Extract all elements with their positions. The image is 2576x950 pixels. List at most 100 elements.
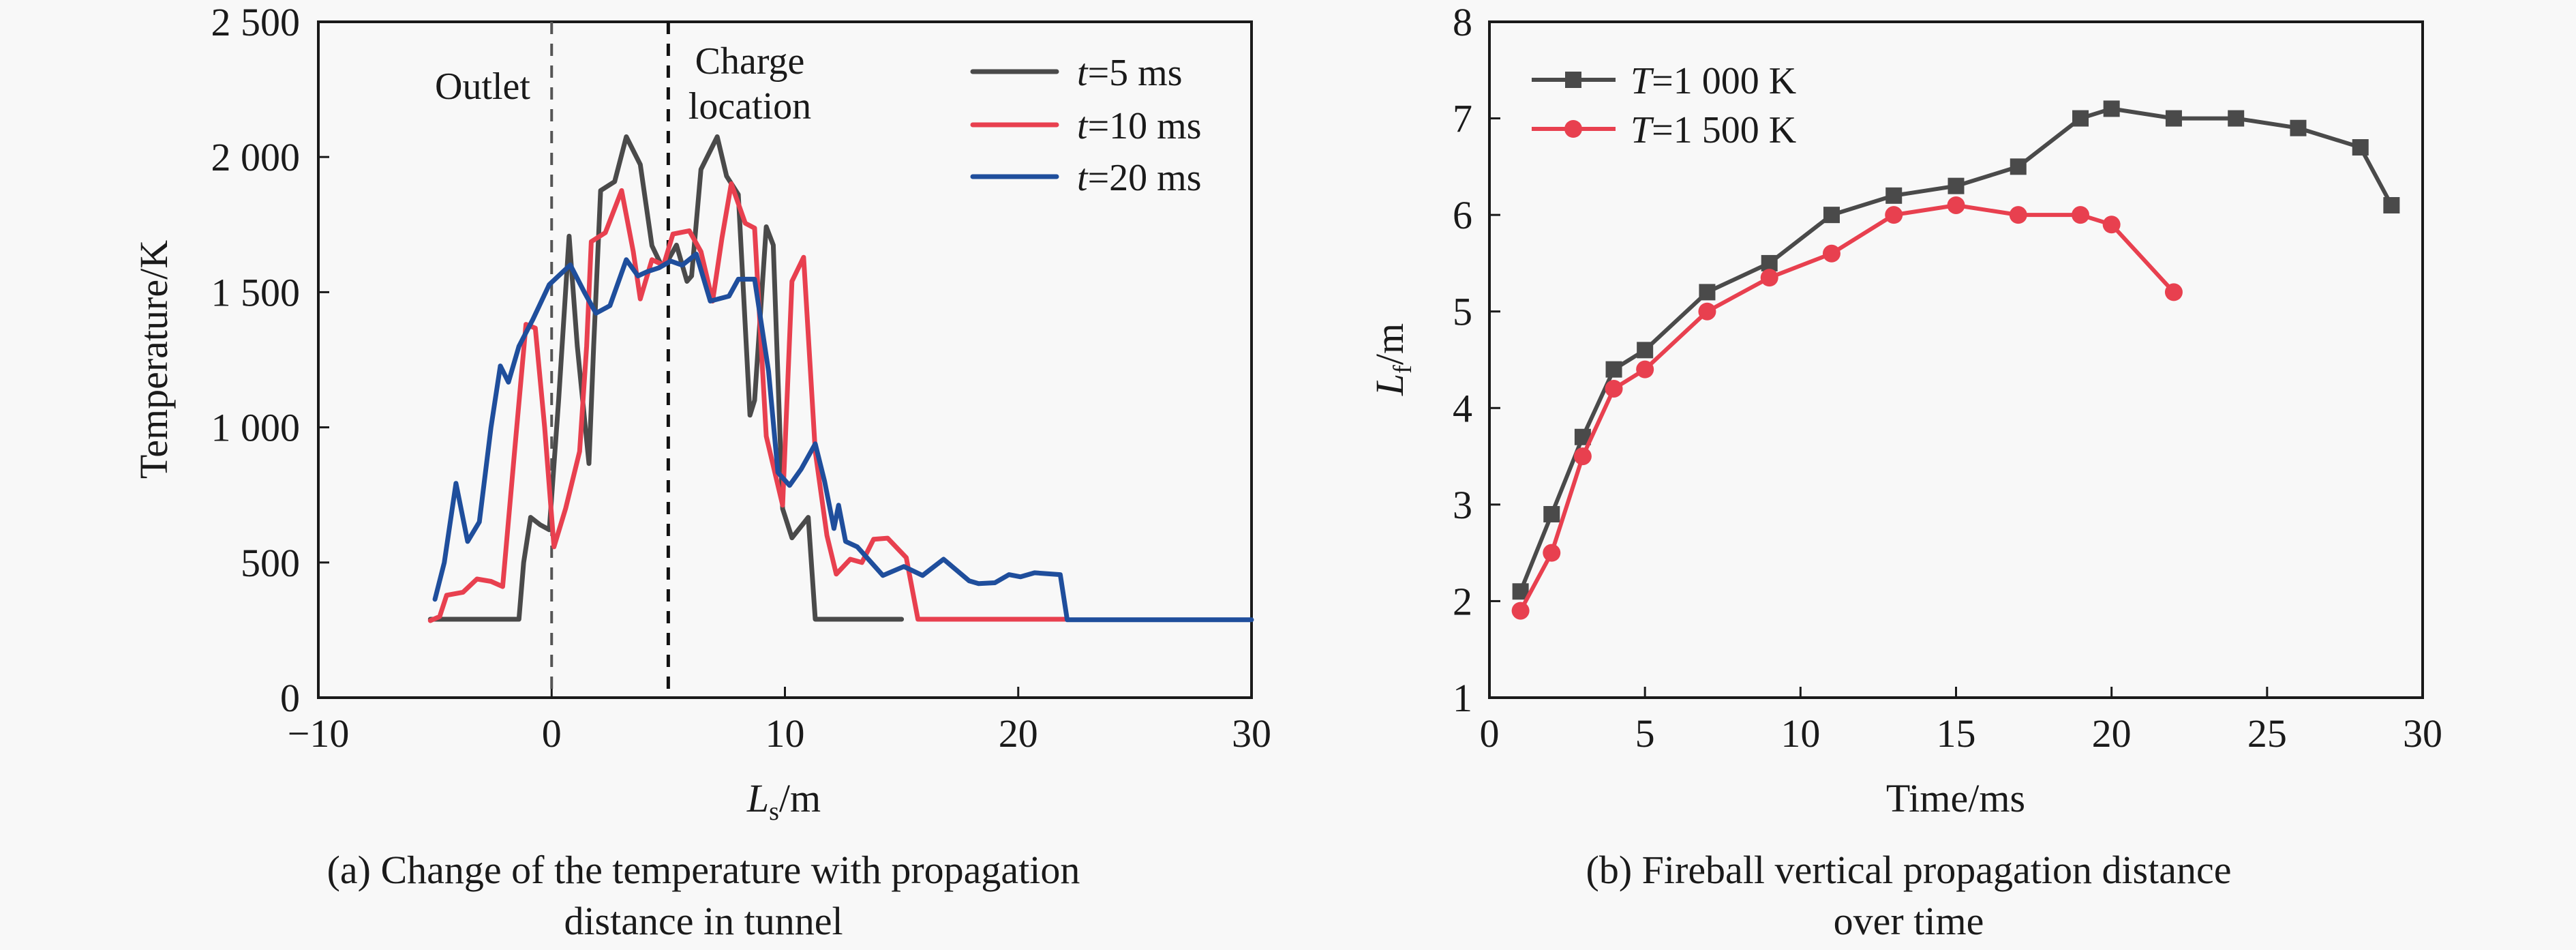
panel-b-series <box>1511 100 2400 620</box>
y-tick-label: 2 500 <box>211 0 301 44</box>
x-tick-label: 0 <box>542 711 562 756</box>
data-point-circle <box>2009 206 2027 224</box>
series-line-circle <box>1518 203 2176 612</box>
y-tick-label: 2 <box>1453 579 1472 623</box>
y-tick-label: 4 <box>1453 386 1472 430</box>
panel-a-series <box>427 134 1254 623</box>
data-point-square <box>1948 177 1965 194</box>
data-point-circle <box>1698 302 1716 321</box>
panel-a-annotation-charge-line2: location <box>688 85 811 128</box>
panel-a-annotation-outlet: Outlet <box>435 65 530 108</box>
data-point-square <box>1605 361 1622 378</box>
data-point-circle <box>1573 447 1592 466</box>
legend-label: T=1 500 K <box>1631 109 1796 151</box>
panel-b-caption-line1: (b) Fireball vertical propagation distan… <box>1586 848 2232 892</box>
data-point-circle <box>2072 206 2090 224</box>
x-tick-label: −10 <box>288 711 350 756</box>
panel-a-caption-line1: (a) Change of the temperature with propa… <box>327 848 1080 892</box>
panel-a-x-label-unit: /m <box>779 776 821 820</box>
panel-b-y-ticks: 1 2 3 4 5 6 7 8 <box>1453 0 1500 720</box>
y-tick-label: 6 <box>1453 193 1472 237</box>
data-point-square <box>1823 207 1840 224</box>
y-tick-label: 1 000 <box>211 406 301 450</box>
x-tick-label: 25 <box>2247 711 2287 756</box>
y-tick-label: 8 <box>1453 0 1472 44</box>
data-point-square <box>1543 506 1560 523</box>
x-tick-label: 20 <box>2092 711 2132 756</box>
panel-b-y-label-main: L <box>1367 374 1412 396</box>
series-line-square <box>1518 106 2394 593</box>
panel-b-y-label-sub: f <box>1389 365 1417 374</box>
series-line-t20ms <box>432 252 1254 623</box>
legend-label: t=10 ms <box>1077 105 1202 147</box>
data-point-square <box>2352 139 2369 156</box>
legend-label: t=5 ms <box>1077 52 1183 94</box>
panel-b-y-axis-label: Lf/m <box>1367 323 1417 396</box>
data-point-circle <box>1760 269 1778 287</box>
panel-a-y-axis-label: Temperature/K <box>132 240 176 479</box>
y-tick-label: 1 <box>1453 676 1472 720</box>
data-point-square <box>2010 158 2027 175</box>
data-point-square <box>2165 110 2182 127</box>
x-tick-label: 15 <box>1937 711 1976 756</box>
data-point-circle <box>1822 244 1840 263</box>
y-tick-label: 7 <box>1453 97 1472 141</box>
data-point-circle <box>2102 216 2121 234</box>
x-tick-label: 20 <box>999 711 1038 756</box>
panel-a-legend: t=5 ms t=10 ms t=20 ms <box>970 52 1202 199</box>
y-tick-label: 5 <box>1453 290 1472 334</box>
series-line-t10ms <box>427 181 1067 623</box>
data-point-circle <box>2164 283 2183 301</box>
legend-item: T=1 500 K <box>1532 109 1796 151</box>
panel-a-x-label-sub: s <box>769 797 779 826</box>
legend-marker-square <box>1565 72 1581 88</box>
data-point-circle <box>1511 602 1530 620</box>
y-tick-label: 3 <box>1453 483 1472 527</box>
data-point-circle <box>1947 196 1965 214</box>
panel-b-legend: T=1 000 K T=1 500 K <box>1532 60 1796 151</box>
x-tick-label: 30 <box>1232 711 1271 756</box>
data-point-circle <box>1543 544 1561 562</box>
y-tick-label: 2 000 <box>211 135 301 179</box>
data-point-square <box>1761 254 1778 271</box>
legend-label: t=20 ms <box>1077 157 1202 199</box>
data-point-square <box>2228 110 2245 127</box>
legend-marker-circle <box>1564 120 1582 138</box>
data-point-square <box>2072 110 2089 127</box>
data-point-circle <box>1885 206 1903 224</box>
panel-a-reference-lines <box>550 22 670 698</box>
data-point-square <box>2290 119 2307 136</box>
y-tick-label: 0 <box>280 676 300 720</box>
data-point-circle <box>1636 360 1654 378</box>
y-tick-label: 1 500 <box>211 270 301 314</box>
data-point-square <box>2103 100 2120 117</box>
y-tick-label: 500 <box>241 541 300 585</box>
panel-b-fireball-chart: 0 5 10 15 20 25 30 1 2 3 4 5 6 7 8 T=1 000 K T=1 500 K… <box>1367 0 2442 943</box>
panel-a-annotation-charge-line1: Charge <box>695 40 805 83</box>
panel-a-caption-line2: distance in tunnel <box>564 899 843 943</box>
x-tick-label: 5 <box>1635 711 1655 756</box>
panel-a-x-ticks: −10 0 10 20 30 <box>288 687 1271 756</box>
legend-item: t=20 ms <box>970 157 1202 199</box>
x-tick-label: 0 <box>1480 711 1500 756</box>
panel-b-x-axis-label: Time/ms <box>1886 776 2025 820</box>
x-tick-label: 30 <box>2403 711 2442 756</box>
panel-b-y-label-unit: /m <box>1367 323 1412 365</box>
legend-item: T=1 000 K <box>1532 60 1796 102</box>
x-tick-label: 10 <box>1781 711 1820 756</box>
data-point-square <box>1885 187 1903 204</box>
legend-item: t=10 ms <box>970 105 1202 147</box>
panel-b-caption-line2: over time <box>1834 899 1984 943</box>
panel-a-x-label-main: L <box>746 776 769 820</box>
x-tick-label: 10 <box>766 711 805 756</box>
panel-a-x-axis-label: Ls/m <box>746 776 821 826</box>
data-point-square <box>1637 342 1654 359</box>
data-point-square <box>1699 284 1716 301</box>
legend-label: T=1 000 K <box>1631 60 1796 102</box>
panel-b-x-ticks: 0 5 10 15 20 25 30 <box>1480 687 2442 756</box>
data-point-square <box>2383 196 2400 213</box>
panel-a-y-ticks: 0 500 1 000 1 500 2 000 2 500 <box>211 0 329 720</box>
legend-item: t=5 ms <box>970 52 1183 94</box>
